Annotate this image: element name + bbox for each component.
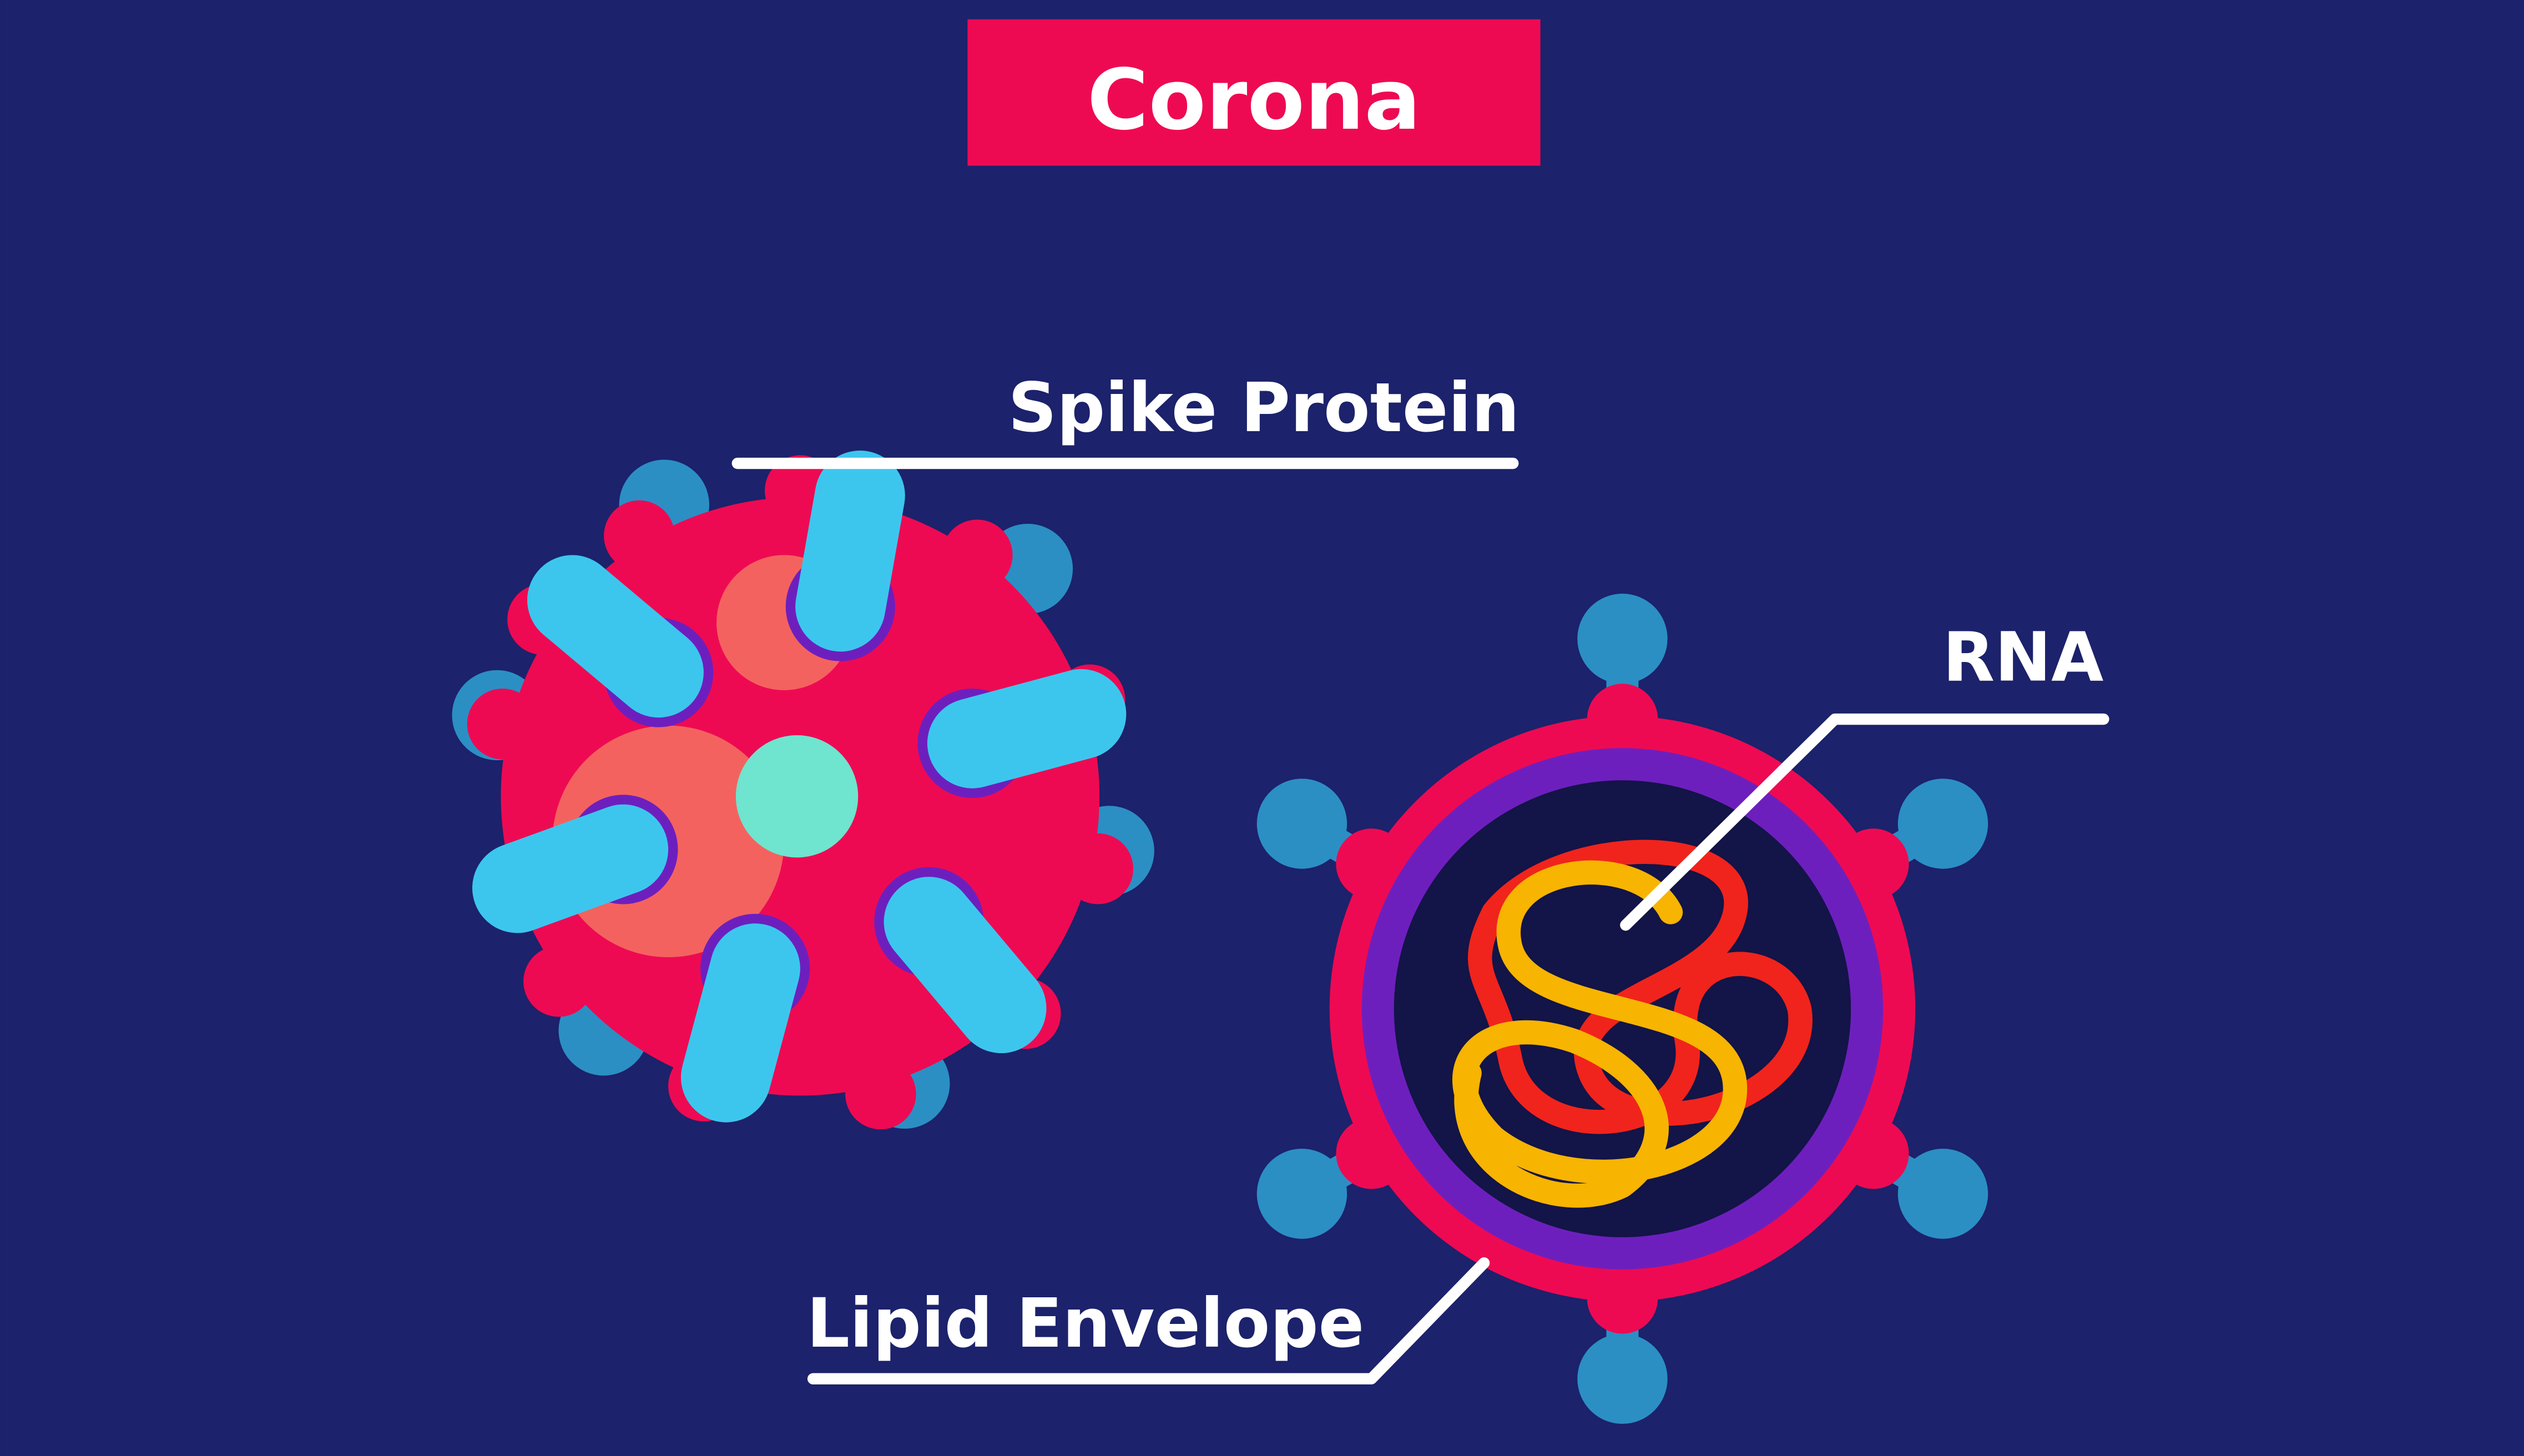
rna-strand-yellow <box>1452 860 1748 1208</box>
lipid-envelope-leader-line <box>807 1257 1490 1384</box>
title-box <box>967 19 1541 166</box>
virus-exterior-icon <box>442 445 1161 1141</box>
title: Corona <box>1087 51 1421 149</box>
lipid-envelope-label: Lipid Envelope <box>806 1284 1364 1363</box>
core-dot <box>735 735 859 858</box>
spike-protein-label: Spike Protein <box>1008 368 1519 447</box>
rna-leader-line <box>1620 713 2109 931</box>
virus-cross-section-icon <box>1240 594 2005 1424</box>
rna-strand-red <box>1467 840 1813 1134</box>
rna-label: RNA <box>1942 618 2103 696</box>
